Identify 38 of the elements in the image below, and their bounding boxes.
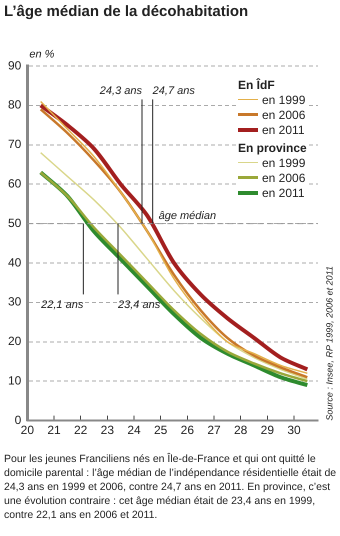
x-tick-label: 23 [100,423,114,438]
y-tick-label: 90 [8,58,22,72]
x-tick-label: 22 [74,423,88,438]
x-tick-label: 28 [234,423,248,438]
annotation: 22,1 ans [40,298,84,311]
legend-label: en 1999 [262,92,306,106]
x-tick-label: 24 [127,423,142,438]
legend-label: en 2006 [262,108,306,122]
legend-label: en 2011 [262,122,304,136]
y-tick-label: 10 [8,374,22,388]
source-note: Source : Insee, RP 1999, 2006 et 2011 [324,266,334,421]
annotation: 24,7 ans [152,84,196,97]
annotation: 24,3 ans [98,84,143,97]
x-tick-label: 29 [260,423,274,438]
x-tick-label: 26 [180,423,194,438]
x-tick-label: 25 [154,423,168,438]
y-tick-label: 40 [8,255,22,270]
legend-label: en 2006 [262,170,306,184]
annotation: En ÎdF [238,78,276,92]
y-tick-label: 50 [8,216,22,230]
x-tick-label: 20 [20,423,34,438]
y-tick-label: 30 [8,294,22,309]
y-tick-label: 70 [8,137,22,152]
annotation: En province [238,141,307,155]
y-tick-label: 0 [14,412,22,427]
text: Pour les jeunes Franciliens nés en Île-de-France et qui ont quitté le domicile parental : l’âge médian de l’indépendance résidentielle était de 24,3 ans en 1999 et 2006, contre 24,7 ans en 2011. En province, c’est une évolution contraire : cet âge médian était de 23,4 ans en 1999, contre 22,1 ans en 2006 et 2011. [4,452,338,522]
y-axis-title: en % [29,48,55,61]
legend-label: en 2011 [262,186,304,200]
legend-label: en 1999 [262,156,306,170]
ref-line-label: âge médian [158,210,216,222]
chart-title: L’âge médian de la décohabitation [4,3,248,20]
y-tick-label: 80 [8,98,22,112]
y-tick-label: 60 [8,176,22,191]
x-tick-label: 21 [47,423,62,438]
x-tick-label: 27 [207,423,221,438]
annotation: 23,4 ans [117,298,161,311]
y-tick-label: 20 [8,334,22,348]
x-tick-label: 30 [287,423,301,438]
